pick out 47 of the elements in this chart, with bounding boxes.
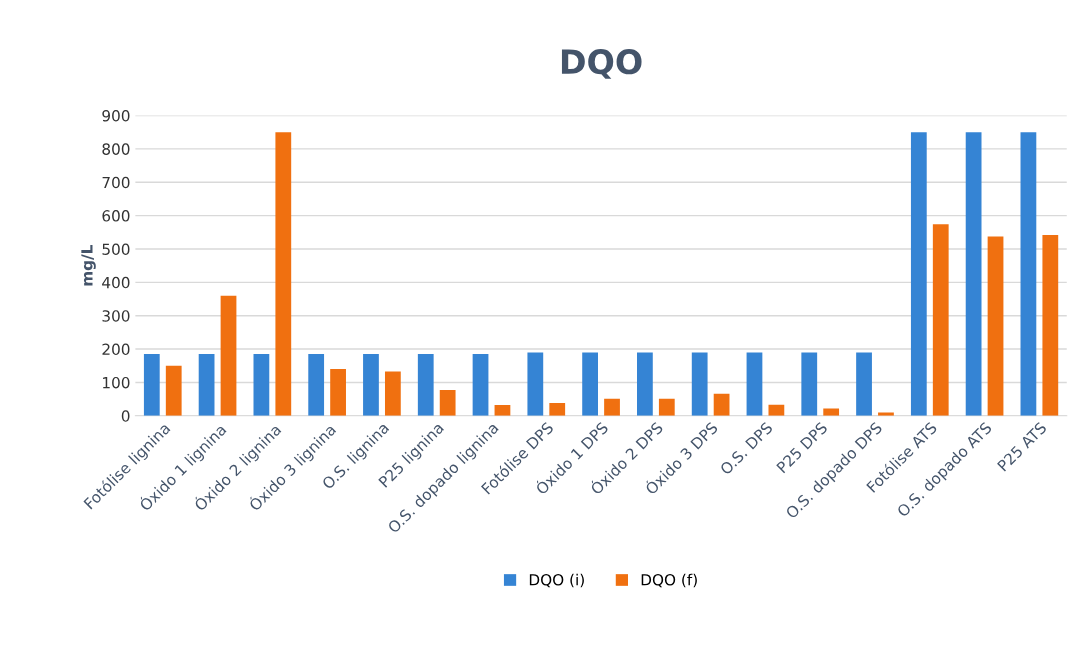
bar xyxy=(582,352,598,416)
bar xyxy=(1042,234,1059,416)
bar xyxy=(143,354,160,416)
y-tick-label: 500 xyxy=(102,243,130,255)
bar xyxy=(220,295,237,416)
y-tick-label: 200 xyxy=(102,343,130,356)
bar xyxy=(198,354,215,416)
bar xyxy=(275,132,292,416)
bar xyxy=(308,354,325,416)
bar xyxy=(384,371,401,416)
y-tick-label: 700 xyxy=(102,176,130,189)
chart-title: DQO xyxy=(561,49,642,79)
y-tick-label: 400 xyxy=(102,276,130,289)
bar xyxy=(637,352,653,416)
bar xyxy=(691,352,708,416)
y-tick-label: 900 xyxy=(102,109,130,122)
bar xyxy=(823,408,840,416)
bar xyxy=(330,369,346,416)
bar xyxy=(965,132,982,416)
legend-label: DQO (i) xyxy=(529,573,584,588)
bar xyxy=(856,352,872,416)
bar xyxy=(472,354,489,416)
bar xyxy=(527,352,544,416)
y-tick-label: 100 xyxy=(103,376,130,389)
bar xyxy=(658,398,675,416)
y-tick-label: 0 xyxy=(121,410,130,422)
bar xyxy=(746,352,763,416)
bar xyxy=(932,224,949,416)
y-axis-title: mg/L xyxy=(81,244,96,286)
bar xyxy=(253,354,270,416)
legend-label: DQO (f) xyxy=(641,573,697,588)
bar xyxy=(604,398,620,416)
y-tick-label: 300 xyxy=(102,310,130,322)
y-tick-label: 800 xyxy=(102,143,130,155)
y-tick-label: 600 xyxy=(102,210,130,222)
bar xyxy=(363,354,379,416)
bar xyxy=(910,132,927,416)
bar xyxy=(439,390,456,416)
bar xyxy=(987,236,1004,416)
bar xyxy=(1020,132,1037,416)
bar xyxy=(713,393,730,416)
bar xyxy=(417,354,434,416)
bar xyxy=(878,412,894,416)
bar xyxy=(768,404,785,416)
bar xyxy=(165,365,182,416)
bar xyxy=(801,352,818,416)
bar xyxy=(549,403,566,416)
